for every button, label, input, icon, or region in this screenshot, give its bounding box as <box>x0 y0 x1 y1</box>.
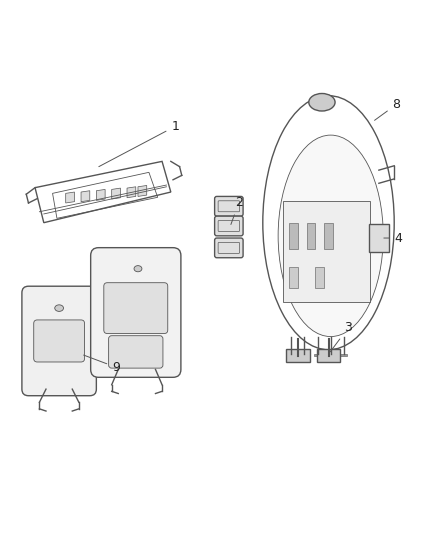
Polygon shape <box>289 223 298 249</box>
FancyBboxPatch shape <box>104 282 168 334</box>
FancyBboxPatch shape <box>215 197 243 216</box>
Text: 1: 1 <box>99 120 179 167</box>
Text: 4: 4 <box>384 231 403 245</box>
Polygon shape <box>301 354 308 356</box>
Polygon shape <box>288 354 295 356</box>
FancyBboxPatch shape <box>317 349 340 361</box>
Polygon shape <box>315 266 324 288</box>
Polygon shape <box>327 354 334 356</box>
Polygon shape <box>96 189 105 200</box>
FancyBboxPatch shape <box>22 286 96 395</box>
Ellipse shape <box>278 135 383 336</box>
Ellipse shape <box>309 93 335 111</box>
Polygon shape <box>324 223 333 249</box>
FancyBboxPatch shape <box>369 224 389 252</box>
Text: 3: 3 <box>330 321 352 352</box>
FancyBboxPatch shape <box>215 238 243 258</box>
Polygon shape <box>283 201 370 302</box>
Polygon shape <box>138 185 147 197</box>
Polygon shape <box>127 187 136 198</box>
Polygon shape <box>112 188 120 199</box>
Text: 8: 8 <box>374 98 400 120</box>
Text: 2: 2 <box>231 197 243 224</box>
FancyBboxPatch shape <box>91 248 181 377</box>
FancyBboxPatch shape <box>286 349 310 361</box>
Ellipse shape <box>134 265 142 272</box>
Text: 9: 9 <box>84 355 120 374</box>
Polygon shape <box>81 191 90 201</box>
Polygon shape <box>314 354 321 356</box>
Polygon shape <box>289 266 298 288</box>
FancyBboxPatch shape <box>34 320 85 362</box>
Ellipse shape <box>55 305 64 311</box>
Polygon shape <box>340 354 347 356</box>
FancyBboxPatch shape <box>215 216 243 236</box>
Polygon shape <box>66 192 74 203</box>
FancyBboxPatch shape <box>109 336 163 368</box>
Polygon shape <box>307 223 315 249</box>
